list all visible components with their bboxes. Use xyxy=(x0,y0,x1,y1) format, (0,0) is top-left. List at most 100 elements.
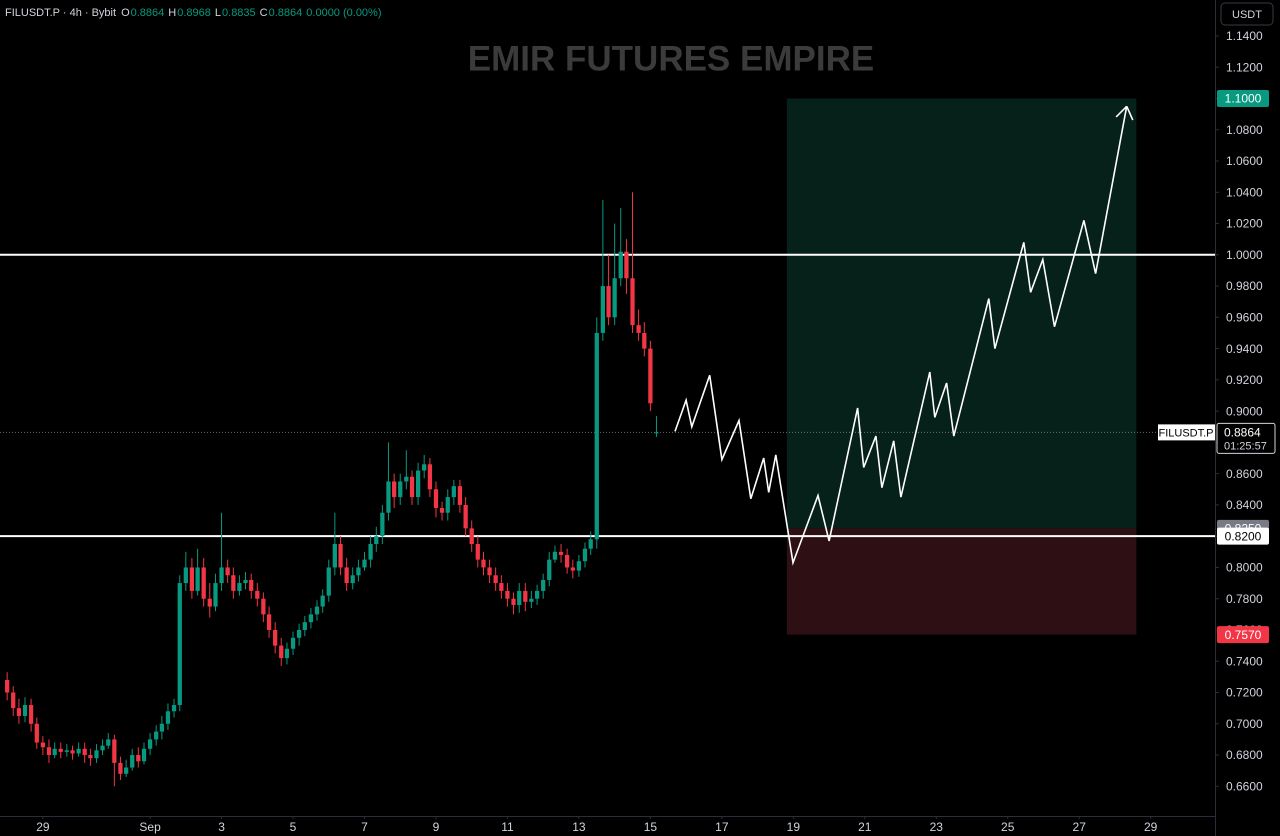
candle-body xyxy=(654,432,659,434)
x-tick-label: 9 xyxy=(433,820,440,834)
y-tick-label: 0.9800 xyxy=(1226,279,1263,293)
candle-body xyxy=(94,750,99,759)
candle-body xyxy=(124,767,129,774)
candle-body xyxy=(600,286,605,333)
y-tick-label: 1.0200 xyxy=(1226,217,1263,231)
candle-body xyxy=(243,579,248,584)
candle-body xyxy=(612,278,617,318)
candle-body xyxy=(475,544,480,560)
target-label-bg xyxy=(1217,89,1269,107)
candle-body xyxy=(558,551,564,555)
candle-body xyxy=(356,567,361,576)
candle-body xyxy=(362,559,367,568)
y-tick-label: 0.9000 xyxy=(1226,404,1263,418)
x-tick-label: 7 xyxy=(361,820,368,834)
candle-body xyxy=(594,332,599,540)
candle-body xyxy=(481,559,486,568)
candle-body xyxy=(100,745,105,751)
candle-body xyxy=(505,590,510,599)
candle-body xyxy=(547,559,552,580)
y-tick-label: 0.6600 xyxy=(1226,779,1263,793)
x-tick-label: 13 xyxy=(572,820,586,834)
x-tick-label: 23 xyxy=(930,820,944,834)
candle-body xyxy=(237,583,242,591)
candle-body xyxy=(564,554,570,568)
header-text: FILUSDT.P · 4h · Bybit xyxy=(5,7,116,19)
candle-body xyxy=(46,747,52,756)
x-tick-label: 29 xyxy=(36,820,50,834)
last-price: 0.8864 xyxy=(1224,426,1261,440)
symbol-tag-bg xyxy=(1158,424,1215,441)
candle-body xyxy=(112,739,117,763)
candle-body xyxy=(213,583,218,607)
candle-body xyxy=(415,470,421,498)
x-tick-label: 11 xyxy=(501,820,514,834)
candle-body xyxy=(201,567,206,599)
candle-body xyxy=(141,748,147,762)
candle-body xyxy=(130,755,135,768)
arrow-head xyxy=(1115,105,1128,118)
candle-body xyxy=(207,598,212,607)
candle-body xyxy=(576,561,582,571)
stop-label: 0.7570 xyxy=(1225,628,1262,642)
candle-body xyxy=(165,711,171,724)
candle-body xyxy=(5,680,10,693)
candle-body xyxy=(445,497,450,513)
y-tick-label: 1.0800 xyxy=(1226,123,1263,137)
header-text: 0.8864 xyxy=(131,7,165,19)
y-tick-label: 0.8000 xyxy=(1226,561,1263,575)
candle-body xyxy=(16,708,22,716)
target-label: 1.1000 xyxy=(1225,92,1262,106)
x-tick-label: 3 xyxy=(218,820,225,834)
candle-body xyxy=(344,567,349,584)
loss-zone xyxy=(786,528,1137,635)
x-tick-label: 25 xyxy=(1001,820,1015,834)
candle-body xyxy=(195,567,200,591)
candle-body xyxy=(570,567,575,571)
header-text: L xyxy=(215,7,221,19)
candle-body xyxy=(154,731,159,740)
candle-body xyxy=(368,544,373,560)
candle-body xyxy=(70,750,75,754)
candle-body xyxy=(106,739,111,746)
y-tick-label: 0.9200 xyxy=(1226,373,1263,387)
candle-body xyxy=(648,348,653,404)
y-tick-label: 1.0400 xyxy=(1226,185,1263,199)
currency-button[interactable] xyxy=(1220,2,1274,26)
candle-body xyxy=(159,723,165,732)
y-tick-label: 1.1400 xyxy=(1226,29,1263,43)
candle-body xyxy=(422,464,427,471)
candle-body xyxy=(11,692,16,709)
candle-body xyxy=(177,583,182,706)
candle-body xyxy=(511,598,516,605)
candle-body xyxy=(588,539,593,549)
level-label: 0.8200 xyxy=(1225,529,1262,543)
candle-body xyxy=(630,278,635,326)
candle-body xyxy=(409,476,415,498)
candle-body xyxy=(261,598,266,615)
candle-body xyxy=(427,464,433,490)
candle-body xyxy=(249,579,254,591)
candle-body xyxy=(64,750,69,752)
candle-body xyxy=(552,551,558,560)
candle-body xyxy=(457,486,463,505)
candle-body xyxy=(314,606,320,615)
candle-body xyxy=(374,536,379,544)
x-tick-label: 19 xyxy=(787,820,801,834)
x-tick-label: 29 xyxy=(1144,820,1158,834)
x-tick-label: Sep xyxy=(139,820,161,834)
y-tick-label: 0.8400 xyxy=(1226,498,1263,512)
candle-body xyxy=(433,489,439,509)
candle-body xyxy=(606,286,611,318)
candle-body xyxy=(290,637,296,649)
y-tick-label: 0.9600 xyxy=(1226,311,1263,325)
currency-label[interactable]: USDT xyxy=(1232,9,1262,21)
last-price-bg xyxy=(1216,422,1276,454)
y-tick-label: 0.8600 xyxy=(1226,467,1263,481)
stop-label-bg xyxy=(1217,626,1269,644)
candle-body xyxy=(499,583,504,591)
candle-body xyxy=(279,645,284,659)
header-text: C xyxy=(260,7,268,19)
